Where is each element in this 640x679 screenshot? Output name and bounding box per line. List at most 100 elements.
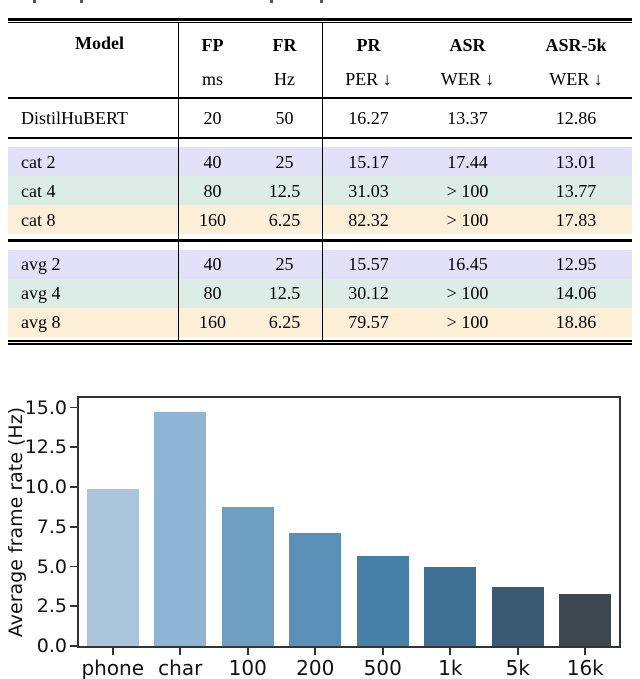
table-header-subunit: ms: [201, 68, 223, 89]
table-cell-pr: 31.03: [348, 180, 389, 201]
table-cell-fp: 80: [203, 180, 222, 201]
table-header-cell-fp: FP ms: [178, 25, 247, 97]
x-axis-tick: [179, 648, 182, 655]
bar-phone: [86, 488, 139, 646]
table-row: avg 8 160 6.25 79.57 > 100 18.86: [8, 307, 632, 337]
table-header-subunit: WER ↓: [549, 68, 603, 89]
table-header-subunit: WER ↓: [440, 68, 495, 89]
table-cell-fp: 20: [203, 107, 222, 128]
y-axis-tick-label: 12.5: [24, 436, 67, 459]
table-header-cell-asr5k: ASR-5k WER ↓: [520, 25, 632, 97]
caption-glyph-fragment: [80, 0, 83, 3]
table-cell-model: DistilHuBERT: [21, 107, 128, 128]
table-cell-fp: 160: [199, 209, 226, 230]
bar-16k: [559, 594, 612, 646]
table-cell-asr5k: 14.06: [555, 283, 597, 303]
bar-5k: [491, 587, 544, 646]
table-header-cell-pr: PR PER ↓: [322, 25, 415, 97]
table-rule: [8, 18, 632, 21]
table-cell-asr: > 100: [446, 312, 489, 332]
table-cell-asr: > 100: [446, 180, 489, 201]
table-cell-asr5k: 18.86: [555, 312, 597, 332]
table-rule: [8, 22, 632, 23]
table-header-label: FR: [272, 34, 297, 55]
frame-rate-chart: Average frame rate (Hz) 0.0 2.5 5.0 7.5 10.0…: [0, 380, 640, 679]
table-header-subunit: Hz: [274, 68, 295, 89]
table-cell-pr: 79.57: [348, 312, 389, 332]
table-header-cell-fr: FR Hz: [247, 25, 322, 97]
table-row: avg 4 80 12.5 30.12 > 100 14.06: [8, 278, 632, 308]
x-axis-tick: [516, 648, 519, 655]
table-header-cell-model: Model: [8, 25, 178, 97]
y-axis-tick-label: 2.5: [36, 595, 67, 618]
x-axis-tick-label: 5k: [505, 656, 530, 679]
y-axis-tick-label: 5.0: [36, 555, 67, 578]
results-table: Model FP ms FR Hz PR PER ↓ ASR WER ↓ ASR-5k WER ↓ D…: [8, 18, 632, 345]
table-row: cat 2 40 25 15.17 17.44 13.01: [8, 147, 632, 176]
table-cell-fp: 40: [203, 254, 222, 274]
table-vertical-rule: [322, 23, 324, 340]
x-axis-tick: [111, 648, 114, 655]
table-cell-fp: 40: [203, 151, 222, 172]
table-header-subunit: PER ↓: [345, 68, 392, 89]
caption-glyph-fragment: [270, 0, 273, 3]
table-header-label: ASR: [449, 34, 486, 55]
table-row: cat 4 80 12.5 31.03 > 100 13.77: [8, 176, 632, 205]
y-axis-tick: [70, 565, 77, 568]
table-cell-asr: 13.37: [447, 107, 488, 128]
table-spacer: [8, 242, 632, 250]
x-axis-tick: [449, 648, 452, 655]
table-rule: [8, 97, 632, 99]
x-axis-tick-label: 1k: [438, 656, 463, 679]
table-header-label: PR: [356, 34, 381, 55]
table-header-label: Model: [75, 32, 124, 53]
y-axis-tick: [70, 486, 77, 488]
bar-500: [356, 556, 409, 646]
y-axis-tick: [70, 406, 77, 409]
table-cell-asr: > 100: [446, 209, 489, 230]
table-header-cell-asr: ASR WER ↓: [415, 25, 520, 97]
x-axis-tick: [381, 648, 384, 655]
x-axis-tick-label: phone: [81, 656, 145, 679]
table-cell-asr: 16.45: [447, 254, 488, 274]
table-cell-fr: 12.5: [268, 283, 301, 303]
table-cell-model: avg 2: [21, 254, 61, 274]
table-cell-pr: 15.17: [348, 151, 389, 172]
table-cell-model: avg 4: [21, 283, 61, 303]
x-axis-tick: [314, 648, 317, 655]
table-row: DistilHuBERT 20 50 16.27 13.37 12.86: [8, 98, 632, 137]
table-cell-asr: 17.44: [447, 151, 488, 172]
x-axis-tick: [584, 648, 587, 655]
table-vertical-rule: [178, 23, 180, 340]
x-axis-tick-label: 100: [228, 656, 267, 679]
bar-char: [154, 412, 207, 646]
table-rule: [8, 136, 632, 139]
table-row: avg 2 40 25 15.57 16.45 12.95: [8, 249, 632, 279]
table-cell-model: avg 8: [21, 312, 61, 332]
x-axis-tick-label: 500: [363, 656, 402, 679]
bar-1k: [424, 567, 477, 646]
table-cell-asr: > 100: [446, 283, 489, 303]
y-axis-tick-label: 7.5: [36, 515, 67, 538]
table-cell-fr: 12.5: [268, 180, 301, 201]
table-cell-pr: 82.32: [348, 209, 389, 230]
x-axis-tick-label: char: [158, 656, 203, 679]
table-cell-asr5k: 17.83: [555, 209, 597, 230]
y-axis-tick-label: 10.0: [24, 476, 67, 499]
y-axis-tick-label: 0.0: [36, 635, 67, 657]
table-spacer: [8, 139, 632, 147]
bar-100: [221, 506, 274, 646]
caption-glyph-fragment: [320, 0, 323, 3]
table-cell-model: cat 2: [21, 151, 56, 172]
table-header-label: FP: [201, 34, 224, 55]
table-header-row: Model FP ms FR Hz PR PER ↓ ASR WER ↓ ASR-5k WER ↓: [8, 23, 632, 97]
chart-plot-area: 0.0 2.5 5.0 7.5 10.0 12.5 15.0 phone char 100 200 5…: [25, 396, 621, 679]
table-cell-model: cat 4: [21, 180, 56, 201]
table-cell-asr5k: 12.95: [555, 254, 597, 274]
x-axis-tick: [246, 648, 249, 655]
table-cell-asr5k: 12.86: [555, 107, 597, 128]
table-cell-pr: 30.12: [348, 283, 389, 303]
table-cell-fr: 25: [275, 254, 294, 274]
table-header-label: ASR-5k: [545, 34, 607, 55]
table-cell-model: cat 8: [21, 209, 56, 230]
